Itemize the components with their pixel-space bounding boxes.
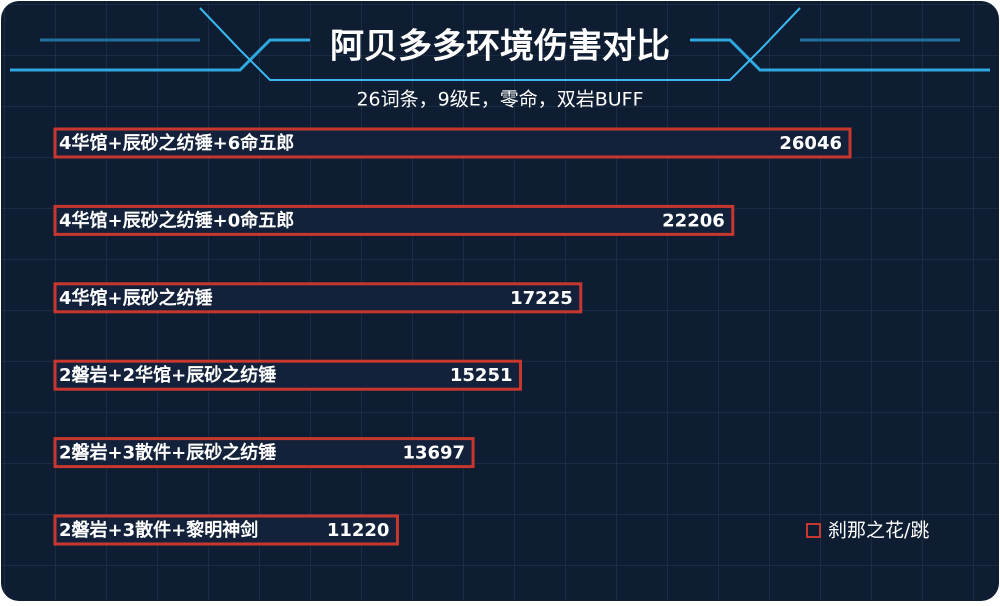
- category-label: 4华馆+辰砂之纺锤: [59, 287, 213, 309]
- value-label: 11220: [327, 520, 390, 541]
- value-label: 13697: [402, 443, 465, 464]
- value-label: 15251: [450, 365, 513, 386]
- header-decoration: [10, 7, 990, 81]
- category-label: 2磐岩+3散件+黎明神剑: [59, 519, 258, 541]
- category-label: 4华馆+辰砂之纺锤+6命五郎: [59, 132, 294, 154]
- bar: [53, 437, 475, 469]
- bar: [53, 359, 523, 391]
- bar: [53, 282, 583, 314]
- chart-title: 阿贝多多环境伤害对比: [330, 27, 670, 67]
- watermark: 刹那之花/跳: [828, 520, 929, 542]
- value-label: 26046: [779, 133, 842, 154]
- category-label: 2磐岩+3散件+辰砂之纺锤: [59, 442, 276, 464]
- bar: [53, 514, 399, 546]
- value-label: 17225: [510, 288, 573, 309]
- category-label: 4华馆+辰砂之纺锤+0命五郎: [59, 209, 294, 231]
- bar: [53, 204, 735, 236]
- category-label: 2磐岩+2华馆+辰砂之纺锤: [59, 364, 276, 386]
- chart-subtitle: 26词条，9级E，零命，双岩BUFF: [356, 89, 643, 111]
- bar: [53, 127, 852, 159]
- value-label: 22206: [662, 210, 725, 231]
- watermark-icon: [806, 523, 821, 538]
